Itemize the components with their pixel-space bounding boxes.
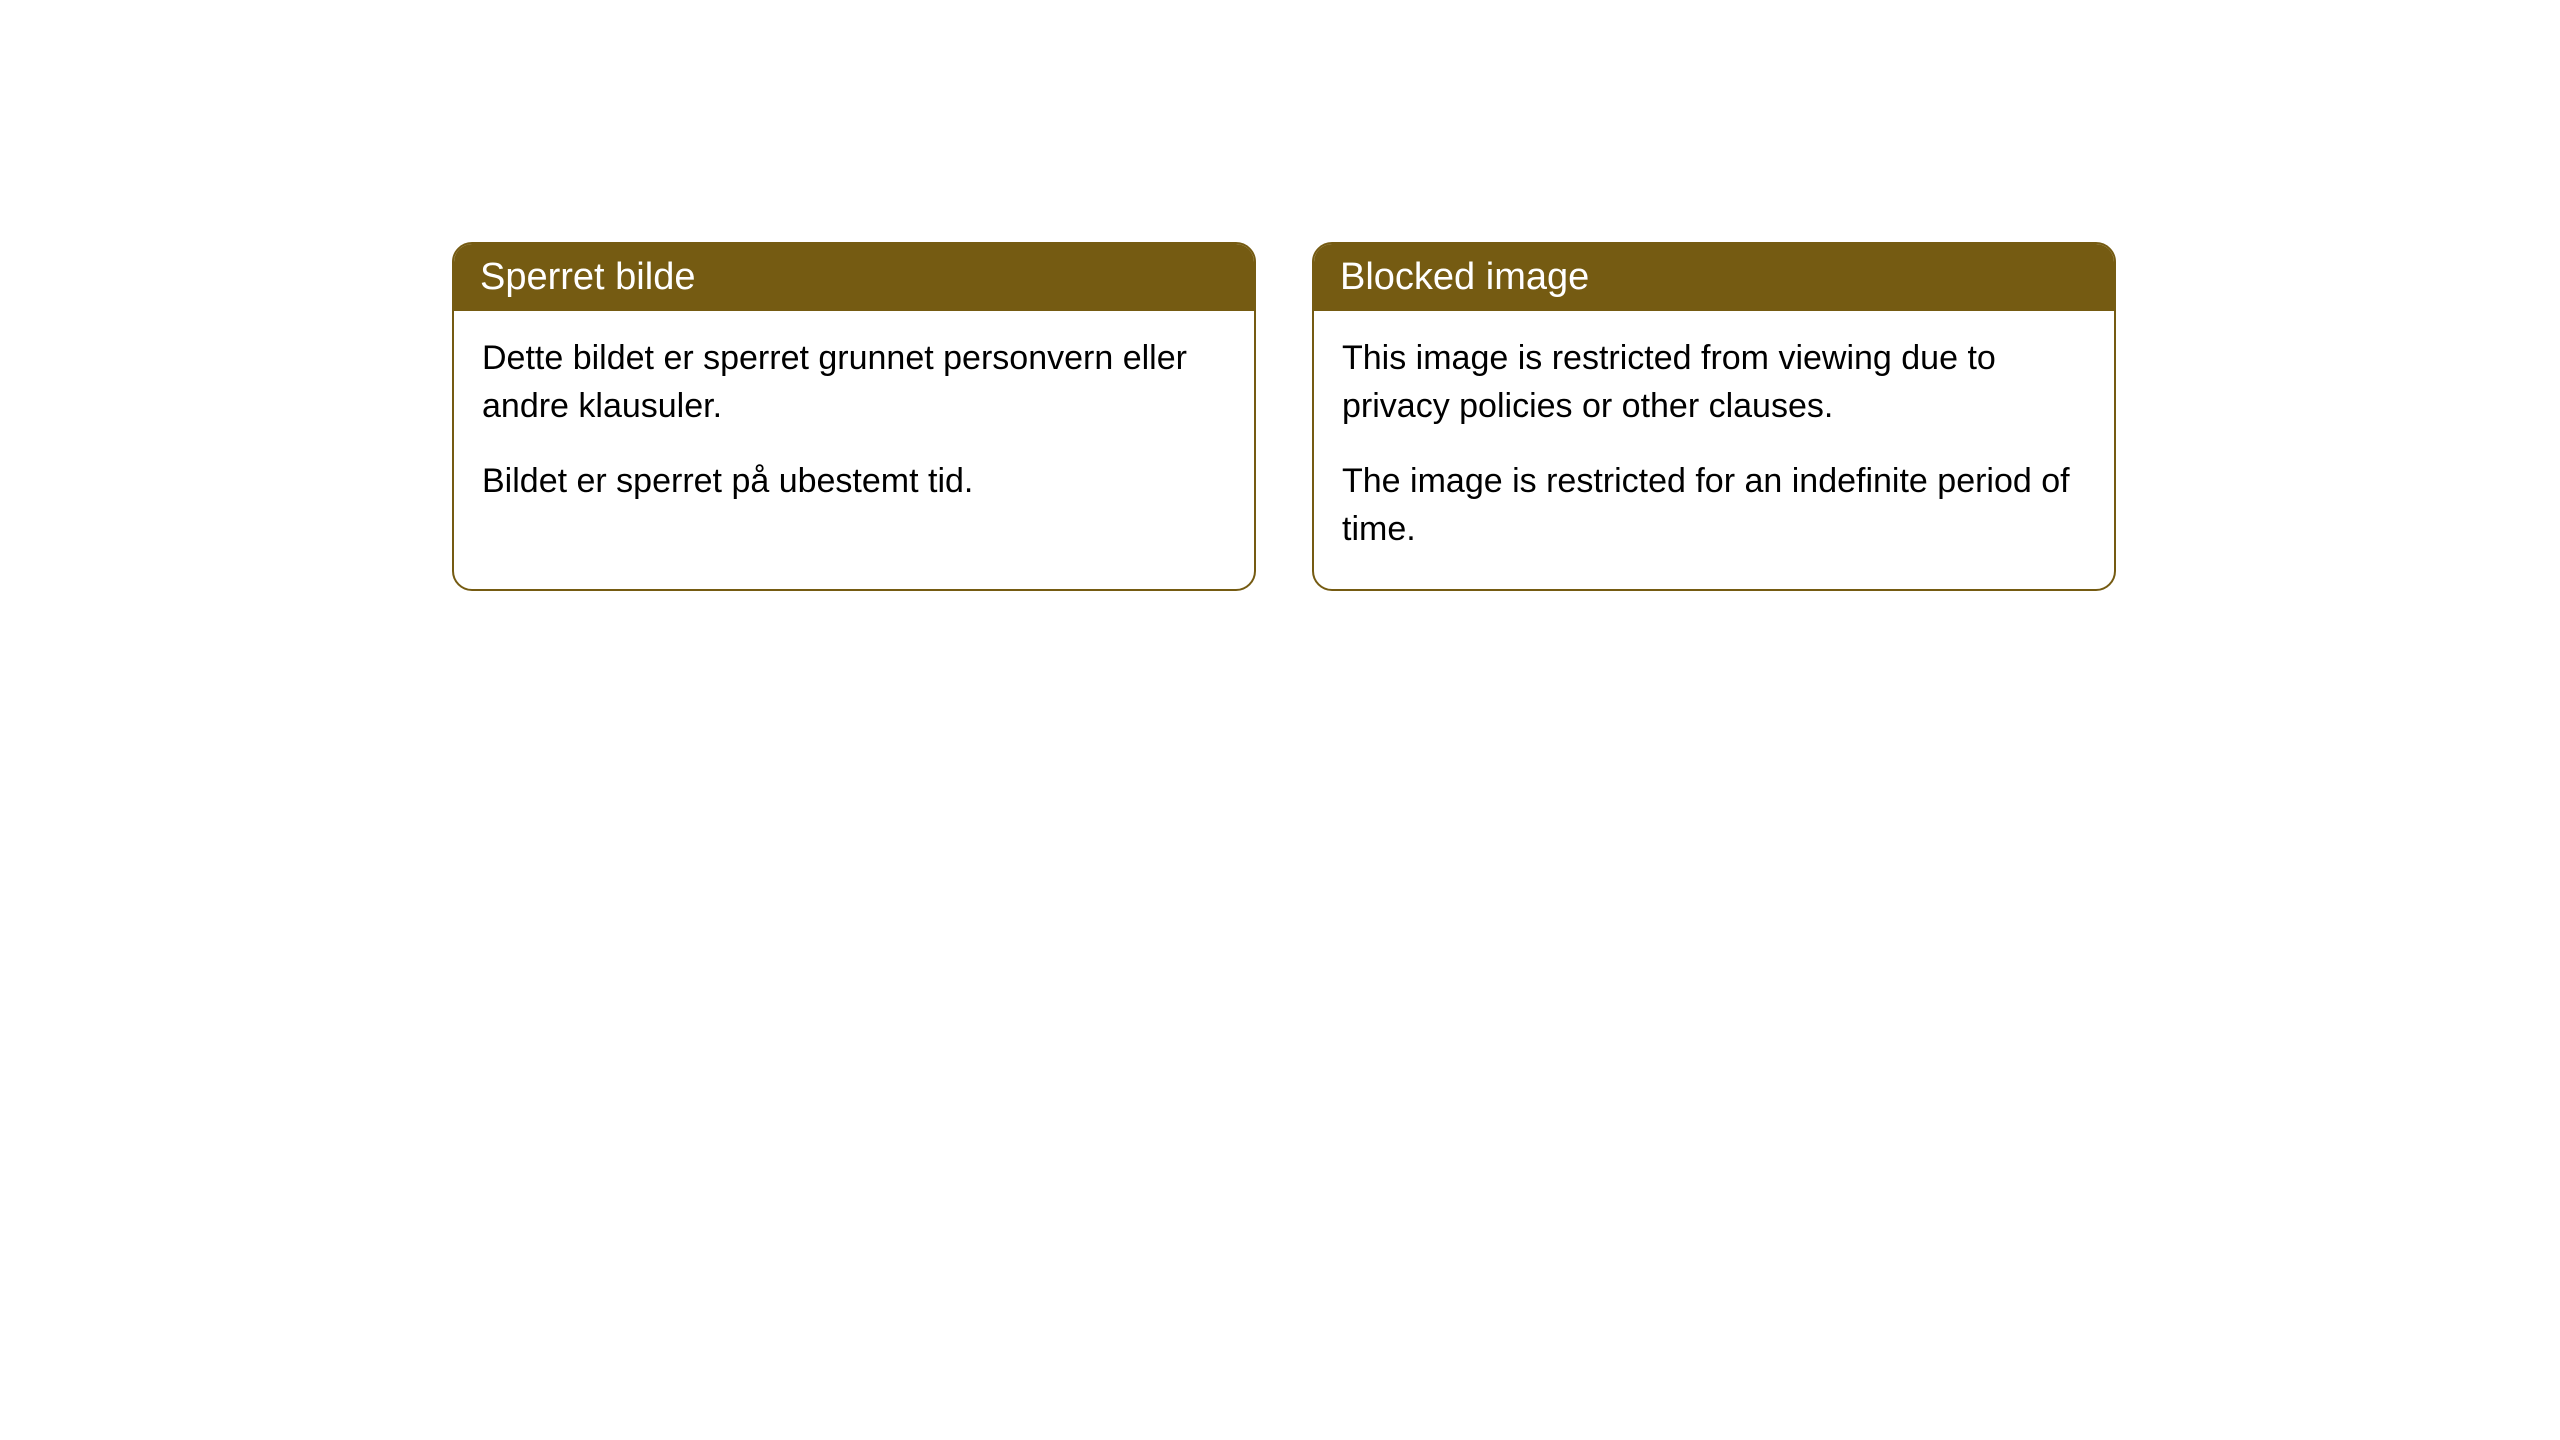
notice-card-norwegian: Sperret bilde Dette bildet er sperret gr… [452,242,1256,591]
card-body: Dette bildet er sperret grunnet personve… [454,311,1254,542]
card-paragraph: Dette bildet er sperret grunnet personve… [482,335,1226,430]
notice-container: Sperret bilde Dette bildet er sperret gr… [0,0,2560,591]
card-title: Blocked image [1340,256,1589,298]
card-body: This image is restricted from viewing du… [1314,311,2114,589]
notice-card-english: Blocked image This image is restricted f… [1312,242,2116,591]
card-paragraph: This image is restricted from viewing du… [1342,335,2086,430]
card-paragraph: The image is restricted for an indefinit… [1342,458,2086,553]
card-title: Sperret bilde [480,256,695,298]
card-header: Blocked image [1314,244,2114,311]
card-header: Sperret bilde [454,244,1254,311]
card-paragraph: Bildet er sperret på ubestemt tid. [482,458,1226,506]
